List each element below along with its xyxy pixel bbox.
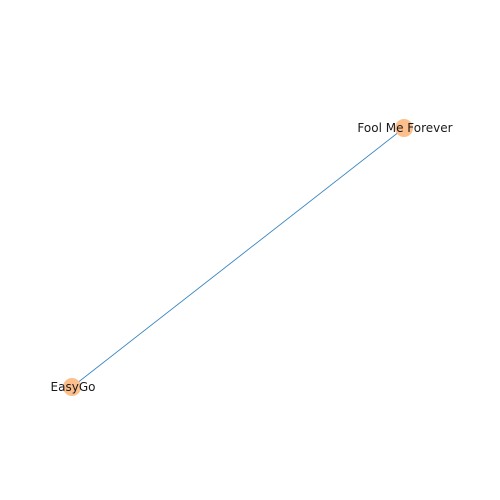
node-easygo[interactable] — [63, 378, 81, 396]
node-label-fool-me-forever: Fool Me Forever — [357, 121, 452, 135]
node-label-easygo: EasyGo — [51, 380, 96, 394]
node-fool-me-forever[interactable] — [395, 119, 413, 137]
edge-fool-me-forever-easygo — [71, 127, 405, 388]
